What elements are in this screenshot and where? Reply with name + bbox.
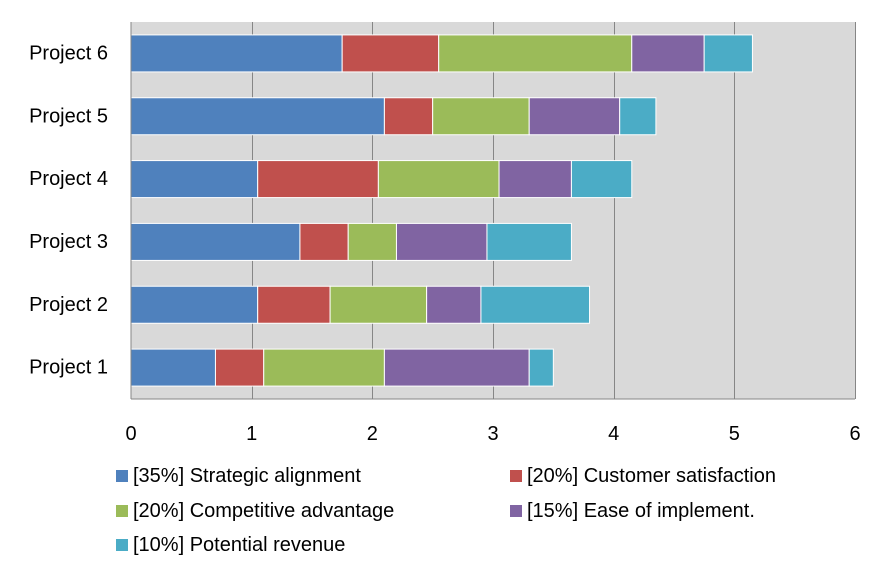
bar-segment (631, 34, 705, 73)
bar-segment (130, 348, 216, 387)
category-label: Project 1 (29, 357, 108, 379)
category-label: Project 3 (29, 231, 108, 253)
bar-segment (257, 160, 379, 199)
legend-swatch (116, 470, 128, 482)
category-label: Project 5 (29, 105, 108, 127)
bar-segment (130, 222, 301, 261)
bar-segment (130, 34, 343, 73)
bar-segment (299, 222, 349, 261)
bar-segment (395, 222, 488, 261)
bar-segment (528, 97, 621, 136)
bar-segment (347, 222, 397, 261)
bar-segment (341, 34, 440, 73)
category-label: Project 4 (29, 168, 108, 190)
bar-segment (329, 285, 428, 324)
x-tick-label: 4 (608, 423, 619, 445)
legend-swatch (510, 505, 522, 517)
legend-label: [20%] Competitive advantage (133, 500, 394, 522)
bar-segment (130, 97, 385, 136)
bars (130, 34, 753, 387)
x-tick-label: 1 (246, 423, 257, 445)
bar-segment (619, 97, 657, 136)
legend-label: [15%] Ease of implement. (527, 500, 755, 522)
bar-segment (498, 160, 572, 199)
legend-label: [20%] Customer satisfaction (527, 465, 776, 487)
bar-segment (486, 222, 572, 261)
legend: [35%] Strategic alignment [20%] Customer … (116, 465, 776, 556)
bar-segment (480, 285, 591, 324)
x-tick-label: 3 (487, 423, 498, 445)
bar-segment (130, 160, 259, 199)
x-tick-label: 2 (367, 423, 378, 445)
bar-segment (528, 348, 554, 387)
legend-label: [10%] Potential revenue (133, 534, 345, 556)
x-tick-labels: 0 1 2 3 4 5 6 (125, 423, 860, 445)
category-label: Project 6 (29, 42, 108, 64)
bar-segment (377, 160, 500, 199)
legend-swatch (116, 539, 128, 551)
bar-segment (432, 97, 530, 136)
gridlines (252, 22, 856, 399)
legend-swatch (510, 470, 522, 482)
bar-segment (130, 285, 259, 324)
x-tick-label: 0 (125, 423, 136, 445)
bar-segment (438, 34, 633, 73)
bar-segment (383, 348, 530, 387)
category-label: Project 2 (29, 294, 108, 316)
bar-segment (263, 348, 385, 387)
bar-segment (703, 34, 753, 73)
bar-segment (383, 97, 434, 136)
bar-segment (426, 285, 482, 324)
x-tick-label: 6 (849, 423, 860, 445)
legend-swatch (116, 505, 128, 517)
bar-segment (214, 348, 265, 387)
category-labels: Project 1 Project 2 Project 3 Project 4 Proj… (29, 42, 108, 378)
legend-label: [35%] Strategic alignment (133, 465, 361, 487)
bar-segment (570, 160, 633, 199)
x-tick-label: 5 (729, 423, 740, 445)
bar-segment (257, 285, 331, 324)
